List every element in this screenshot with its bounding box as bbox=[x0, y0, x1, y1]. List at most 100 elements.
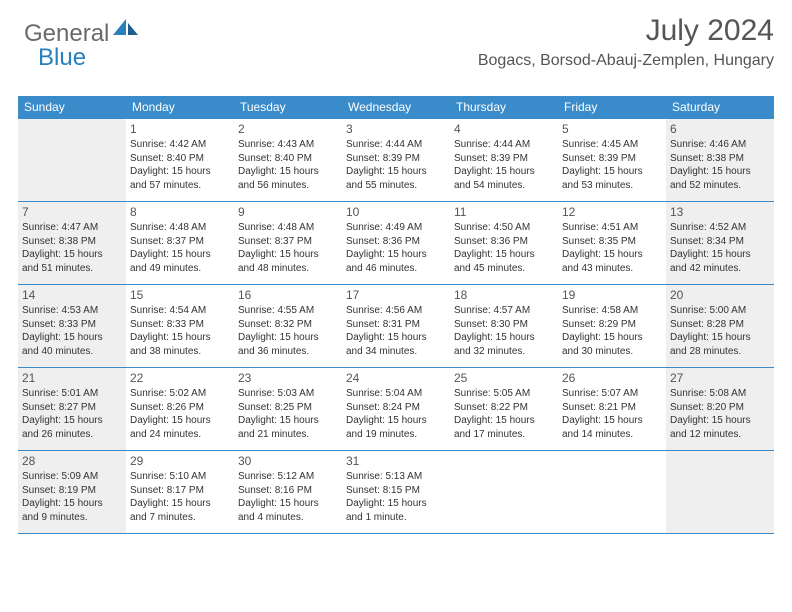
day-number: 26 bbox=[562, 370, 662, 386]
day-daylight1: Daylight: 15 hours bbox=[346, 497, 446, 511]
day-daylight2: and 40 minutes. bbox=[22, 345, 122, 359]
day-header: Saturday bbox=[666, 96, 774, 119]
day-sunset: Sunset: 8:30 PM bbox=[454, 318, 554, 332]
day-cell bbox=[558, 451, 666, 533]
day-sunset: Sunset: 8:21 PM bbox=[562, 401, 662, 415]
day-daylight2: and 34 minutes. bbox=[346, 345, 446, 359]
day-daylight2: and 56 minutes. bbox=[238, 179, 338, 193]
day-number: 23 bbox=[238, 370, 338, 386]
day-number: 10 bbox=[346, 204, 446, 220]
day-sunrise: Sunrise: 4:48 AM bbox=[130, 221, 230, 235]
day-number: 24 bbox=[346, 370, 446, 386]
day-daylight1: Daylight: 15 hours bbox=[22, 497, 122, 511]
day-daylight1: Daylight: 15 hours bbox=[346, 331, 446, 345]
day-cell: 24Sunrise: 5:04 AMSunset: 8:24 PMDayligh… bbox=[342, 368, 450, 450]
day-cell: 30Sunrise: 5:12 AMSunset: 8:16 PMDayligh… bbox=[234, 451, 342, 533]
day-daylight1: Daylight: 15 hours bbox=[130, 248, 230, 262]
day-sunset: Sunset: 8:33 PM bbox=[130, 318, 230, 332]
day-sunrise: Sunrise: 5:09 AM bbox=[22, 470, 122, 484]
day-daylight1: Daylight: 15 hours bbox=[346, 248, 446, 262]
logo-sail-icon bbox=[113, 17, 139, 42]
day-sunrise: Sunrise: 4:50 AM bbox=[454, 221, 554, 235]
day-daylight1: Daylight: 15 hours bbox=[670, 414, 770, 428]
day-sunset: Sunset: 8:32 PM bbox=[238, 318, 338, 332]
day-daylight2: and 32 minutes. bbox=[454, 345, 554, 359]
day-daylight2: and 1 minute. bbox=[346, 511, 446, 525]
day-cell: 3Sunrise: 4:44 AMSunset: 8:39 PMDaylight… bbox=[342, 119, 450, 201]
day-number: 11 bbox=[454, 204, 554, 220]
day-daylight1: Daylight: 15 hours bbox=[562, 414, 662, 428]
day-number: 12 bbox=[562, 204, 662, 220]
day-sunset: Sunset: 8:33 PM bbox=[22, 318, 122, 332]
day-sunset: Sunset: 8:35 PM bbox=[562, 235, 662, 249]
day-sunrise: Sunrise: 5:04 AM bbox=[346, 387, 446, 401]
day-sunset: Sunset: 8:24 PM bbox=[346, 401, 446, 415]
day-daylight2: and 52 minutes. bbox=[670, 179, 770, 193]
day-sunset: Sunset: 8:16 PM bbox=[238, 484, 338, 498]
week-row: 7Sunrise: 4:47 AMSunset: 8:38 PMDaylight… bbox=[18, 202, 774, 285]
day-sunrise: Sunrise: 5:00 AM bbox=[670, 304, 770, 318]
day-daylight2: and 51 minutes. bbox=[22, 262, 122, 276]
week-row: 21Sunrise: 5:01 AMSunset: 8:27 PMDayligh… bbox=[18, 368, 774, 451]
day-daylight2: and 14 minutes. bbox=[562, 428, 662, 442]
day-cell bbox=[18, 119, 126, 201]
day-cell bbox=[666, 451, 774, 533]
day-daylight2: and 21 minutes. bbox=[238, 428, 338, 442]
day-daylight2: and 7 minutes. bbox=[130, 511, 230, 525]
day-daylight1: Daylight: 15 hours bbox=[454, 165, 554, 179]
day-cell: 16Sunrise: 4:55 AMSunset: 8:32 PMDayligh… bbox=[234, 285, 342, 367]
day-number: 22 bbox=[130, 370, 230, 386]
day-header: Friday bbox=[558, 96, 666, 119]
day-number: 1 bbox=[130, 121, 230, 137]
day-cell: 10Sunrise: 4:49 AMSunset: 8:36 PMDayligh… bbox=[342, 202, 450, 284]
day-cell: 2Sunrise: 4:43 AMSunset: 8:40 PMDaylight… bbox=[234, 119, 342, 201]
day-daylight1: Daylight: 15 hours bbox=[238, 248, 338, 262]
logo-blue-line: Blue bbox=[38, 44, 86, 72]
day-sunset: Sunset: 8:31 PM bbox=[346, 318, 446, 332]
day-sunrise: Sunrise: 4:58 AM bbox=[562, 304, 662, 318]
day-daylight1: Daylight: 15 hours bbox=[346, 414, 446, 428]
day-daylight1: Daylight: 15 hours bbox=[130, 331, 230, 345]
day-header-row: SundayMondayTuesdayWednesdayThursdayFrid… bbox=[18, 96, 774, 119]
day-daylight1: Daylight: 15 hours bbox=[562, 165, 662, 179]
day-daylight2: and 38 minutes. bbox=[130, 345, 230, 359]
day-daylight1: Daylight: 15 hours bbox=[454, 248, 554, 262]
day-daylight1: Daylight: 15 hours bbox=[22, 414, 122, 428]
day-number: 17 bbox=[346, 287, 446, 303]
day-sunset: Sunset: 8:39 PM bbox=[454, 152, 554, 166]
day-cell bbox=[450, 451, 558, 533]
day-sunrise: Sunrise: 4:57 AM bbox=[454, 304, 554, 318]
day-number: 18 bbox=[454, 287, 554, 303]
day-number: 13 bbox=[670, 204, 770, 220]
day-sunset: Sunset: 8:27 PM bbox=[22, 401, 122, 415]
day-cell: 15Sunrise: 4:54 AMSunset: 8:33 PMDayligh… bbox=[126, 285, 234, 367]
day-sunset: Sunset: 8:17 PM bbox=[130, 484, 230, 498]
day-number: 4 bbox=[454, 121, 554, 137]
day-daylight1: Daylight: 15 hours bbox=[670, 248, 770, 262]
day-cell: 9Sunrise: 4:48 AMSunset: 8:37 PMDaylight… bbox=[234, 202, 342, 284]
week-row: 1Sunrise: 4:42 AMSunset: 8:40 PMDaylight… bbox=[18, 119, 774, 202]
day-number: 16 bbox=[238, 287, 338, 303]
day-sunrise: Sunrise: 5:02 AM bbox=[130, 387, 230, 401]
day-sunrise: Sunrise: 4:47 AM bbox=[22, 221, 122, 235]
day-daylight2: and 24 minutes. bbox=[130, 428, 230, 442]
day-number: 30 bbox=[238, 453, 338, 469]
day-number: 20 bbox=[670, 287, 770, 303]
day-daylight1: Daylight: 15 hours bbox=[130, 165, 230, 179]
day-cell: 31Sunrise: 5:13 AMSunset: 8:15 PMDayligh… bbox=[342, 451, 450, 533]
day-sunrise: Sunrise: 5:07 AM bbox=[562, 387, 662, 401]
day-number: 6 bbox=[670, 121, 770, 137]
day-header: Wednesday bbox=[342, 96, 450, 119]
day-sunset: Sunset: 8:29 PM bbox=[562, 318, 662, 332]
day-sunrise: Sunrise: 4:56 AM bbox=[346, 304, 446, 318]
day-number: 19 bbox=[562, 287, 662, 303]
day-cell: 12Sunrise: 4:51 AMSunset: 8:35 PMDayligh… bbox=[558, 202, 666, 284]
day-cell: 14Sunrise: 4:53 AMSunset: 8:33 PMDayligh… bbox=[18, 285, 126, 367]
day-sunrise: Sunrise: 5:05 AM bbox=[454, 387, 554, 401]
day-sunset: Sunset: 8:34 PM bbox=[670, 235, 770, 249]
day-sunrise: Sunrise: 5:08 AM bbox=[670, 387, 770, 401]
day-cell: 25Sunrise: 5:05 AMSunset: 8:22 PMDayligh… bbox=[450, 368, 558, 450]
week-row: 28Sunrise: 5:09 AMSunset: 8:19 PMDayligh… bbox=[18, 451, 774, 534]
day-number: 27 bbox=[670, 370, 770, 386]
day-sunset: Sunset: 8:36 PM bbox=[346, 235, 446, 249]
